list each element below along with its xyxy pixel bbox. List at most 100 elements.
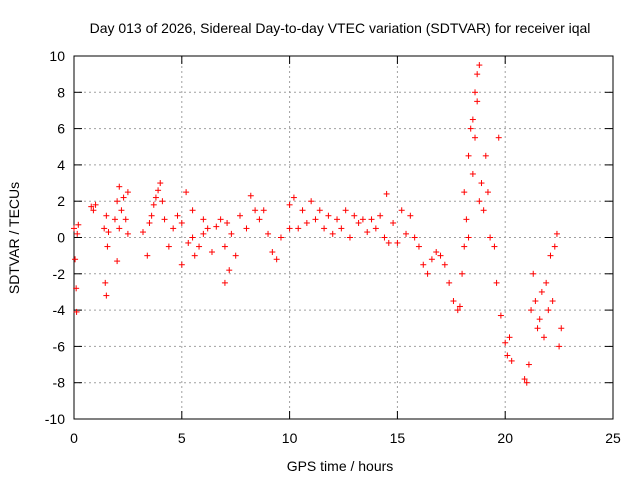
ytick-label: -4 xyxy=(53,302,66,318)
data-point xyxy=(286,225,293,232)
data-point xyxy=(104,243,111,250)
data-point xyxy=(459,270,466,277)
data-point xyxy=(232,252,239,259)
ytick-label: -2 xyxy=(53,266,66,282)
data-point xyxy=(394,239,401,246)
data-point xyxy=(355,219,362,226)
ytick-label: 6 xyxy=(57,121,65,137)
x-tick-labels: 0 5 10 15 20 25 xyxy=(70,430,621,446)
data-point xyxy=(433,249,440,256)
ytick-label: -6 xyxy=(53,338,66,354)
data-point xyxy=(476,62,483,69)
data-point xyxy=(521,376,528,383)
data-point xyxy=(415,243,422,250)
data-point xyxy=(178,261,185,268)
data-point xyxy=(403,230,410,237)
data-point xyxy=(463,216,470,223)
data-point xyxy=(316,207,323,214)
data-point xyxy=(385,239,392,246)
grid-lines xyxy=(74,56,613,419)
data-point xyxy=(139,229,146,236)
data-point xyxy=(472,89,479,96)
data-point xyxy=(114,258,121,265)
data-point xyxy=(286,201,293,208)
data-point xyxy=(103,292,110,299)
ytick-label: 4 xyxy=(57,157,65,173)
data-point xyxy=(346,234,353,241)
data-point xyxy=(321,225,328,232)
data-point xyxy=(200,230,207,237)
data-point xyxy=(155,187,162,194)
data-point xyxy=(525,361,532,368)
y-axis-label: SDTVAR / TECUs xyxy=(6,182,22,294)
data-point xyxy=(329,230,336,237)
ytick-label: 2 xyxy=(57,193,65,209)
data-point xyxy=(543,279,550,286)
data-point xyxy=(424,270,431,277)
data-point xyxy=(200,216,207,223)
data-point xyxy=(295,225,302,232)
data-point xyxy=(472,134,479,141)
data-point xyxy=(469,116,476,123)
data-point xyxy=(530,270,537,277)
data-point xyxy=(491,243,498,250)
data-point xyxy=(103,212,110,219)
data-point xyxy=(523,379,530,386)
data-point xyxy=(189,234,196,241)
data-point xyxy=(116,225,123,232)
xtick-label: 10 xyxy=(282,430,298,446)
data-points xyxy=(71,62,565,386)
data-point xyxy=(493,279,500,286)
data-point xyxy=(183,189,190,196)
data-point xyxy=(170,225,177,232)
data-point xyxy=(88,203,95,210)
data-point xyxy=(122,216,129,223)
data-point xyxy=(558,325,565,332)
data-point xyxy=(120,194,127,201)
xtick-label: 25 xyxy=(605,430,621,446)
chart-title: Day 013 of 2026, Sidereal Day-to-day VTE… xyxy=(90,20,591,36)
data-point xyxy=(338,225,345,232)
data-point xyxy=(252,207,259,214)
data-point xyxy=(150,201,157,208)
data-point xyxy=(226,267,233,274)
data-point xyxy=(124,189,131,196)
data-point xyxy=(247,192,254,199)
data-point xyxy=(90,207,97,214)
data-point xyxy=(541,334,548,341)
data-point xyxy=(221,243,228,250)
data-point xyxy=(456,303,463,310)
data-point xyxy=(73,285,80,292)
data-point xyxy=(196,243,203,250)
data-point xyxy=(411,234,418,241)
axis-ticks xyxy=(73,55,614,420)
data-point xyxy=(504,352,511,359)
data-point xyxy=(474,98,481,105)
data-point xyxy=(260,207,267,214)
y-tick-labels: -10 -8 -6 -4 -2 0 2 4 6 8 10 xyxy=(45,48,65,427)
xtick-label: 20 xyxy=(497,430,513,446)
data-point xyxy=(556,343,563,350)
data-point xyxy=(303,219,310,226)
data-point xyxy=(243,225,250,232)
data-point xyxy=(161,216,168,223)
data-point xyxy=(359,216,366,223)
data-point xyxy=(124,230,131,237)
data-point xyxy=(73,308,80,315)
data-point xyxy=(476,198,483,205)
data-point xyxy=(528,307,535,314)
data-point xyxy=(474,71,481,78)
data-point xyxy=(428,256,435,263)
data-point xyxy=(364,229,371,236)
data-point xyxy=(478,180,485,187)
data-point xyxy=(454,307,461,314)
data-point xyxy=(342,207,349,214)
data-point xyxy=(381,234,388,241)
data-point xyxy=(273,256,280,263)
xtick-label: 15 xyxy=(390,430,406,446)
data-point xyxy=(368,216,375,223)
data-point xyxy=(204,225,211,232)
data-point xyxy=(467,125,474,132)
data-point xyxy=(465,234,472,241)
data-point xyxy=(461,243,468,250)
